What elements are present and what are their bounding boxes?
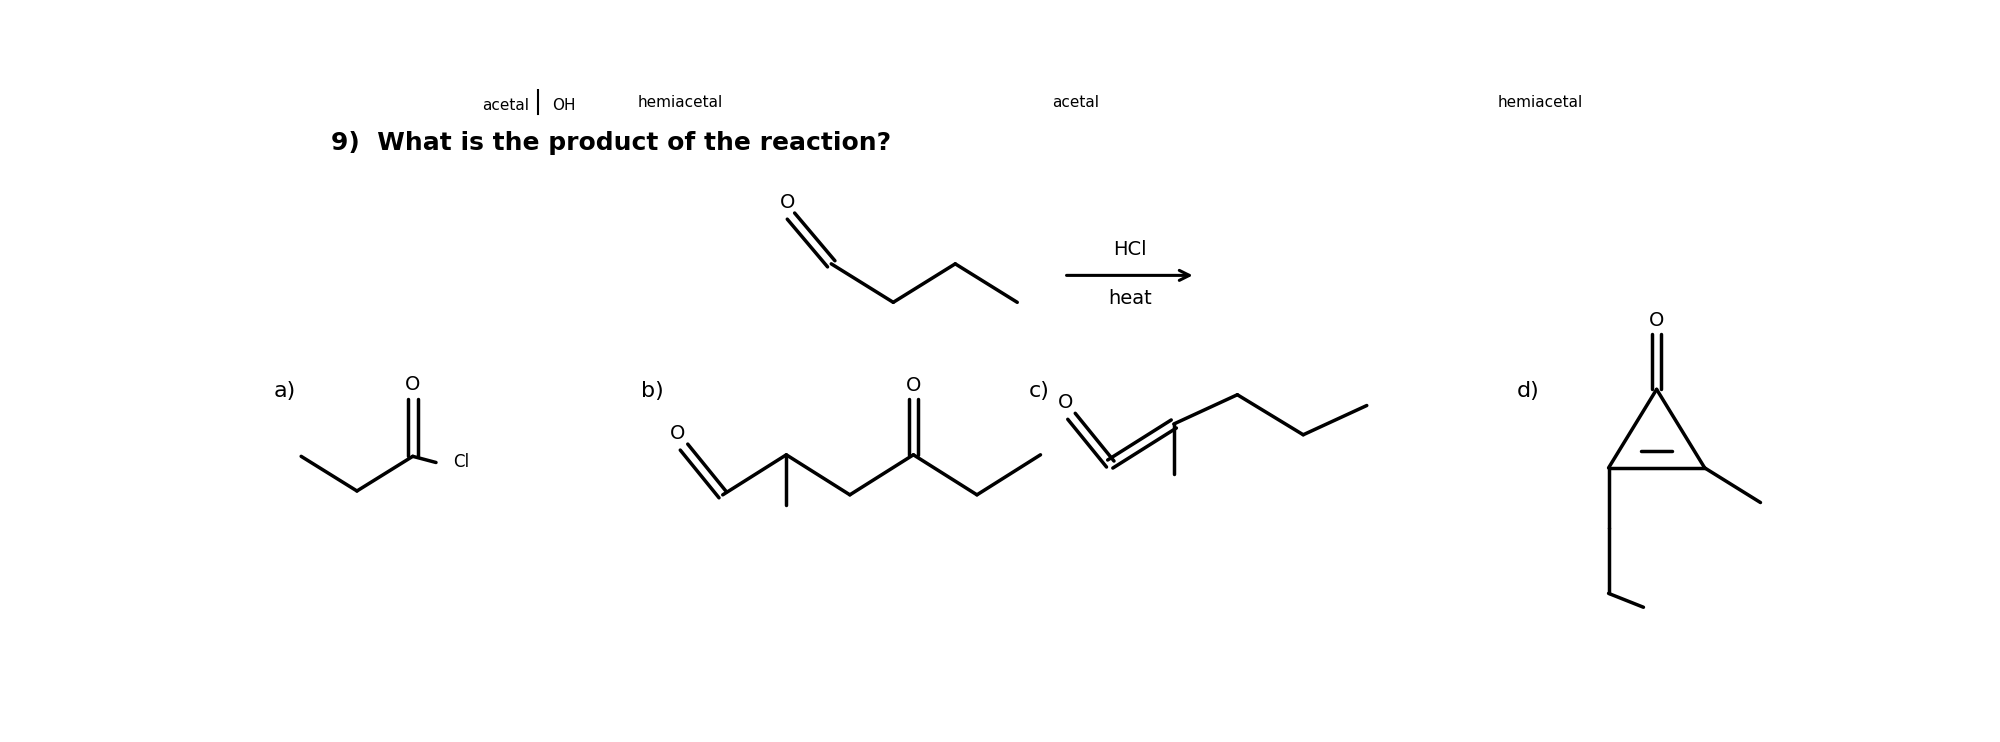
Text: d): d)	[1518, 381, 1540, 401]
Text: Cl: Cl	[454, 453, 470, 471]
Text: acetal: acetal	[1052, 95, 1098, 110]
Text: hemiacetal: hemiacetal	[1498, 95, 1584, 110]
Text: c): c)	[1028, 381, 1050, 401]
Text: O: O	[670, 424, 686, 443]
Text: OH: OH	[552, 99, 576, 114]
Text: acetal: acetal	[482, 99, 530, 114]
Text: 9)  What is the product of the reaction?: 9) What is the product of the reaction?	[332, 131, 892, 155]
Text: O: O	[906, 376, 922, 395]
Text: O: O	[1058, 393, 1072, 412]
Text: b): b)	[642, 381, 664, 401]
Text: a): a)	[274, 381, 296, 401]
Text: O: O	[1648, 311, 1664, 329]
Text: hemiacetal: hemiacetal	[638, 95, 722, 110]
Text: O: O	[780, 193, 794, 211]
Text: O: O	[406, 375, 420, 394]
Text: heat: heat	[1108, 289, 1152, 308]
Text: HCl: HCl	[1112, 240, 1146, 260]
